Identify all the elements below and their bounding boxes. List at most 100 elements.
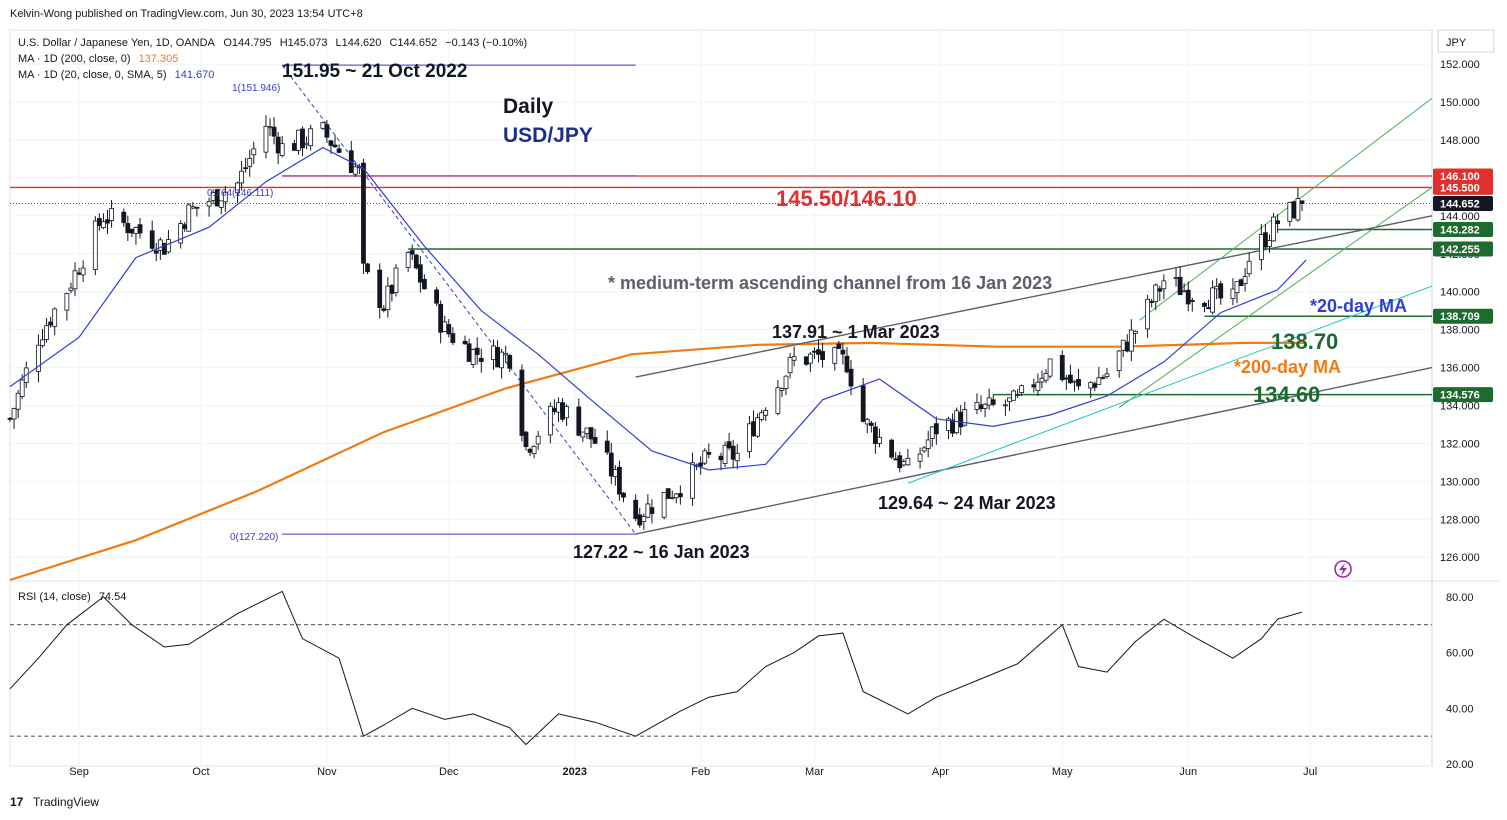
candle — [1185, 281, 1191, 312]
candle-body — [868, 422, 874, 426]
candle — [641, 513, 647, 530]
candle — [803, 356, 809, 366]
candle — [1295, 187, 1301, 222]
symbol-name: U.S. Dollar / Japanese Yen, 1D, OANDA — [18, 37, 216, 49]
candle — [669, 490, 675, 500]
chart-title-symbol: USD/JPY — [503, 124, 593, 147]
candle — [308, 124, 314, 151]
candle-body — [1202, 303, 1207, 307]
candle-body — [747, 423, 752, 452]
channel-lower-line — [635, 366, 1433, 535]
candle-body — [409, 250, 415, 255]
candle-body — [320, 122, 326, 129]
candle-body — [531, 445, 537, 455]
candle-body — [1230, 288, 1236, 299]
candle-body — [300, 128, 305, 149]
candle — [747, 415, 752, 459]
symbol-legend[interactable]: U.S. Dollar / Japanese Yen, 1D, OANDA O1… — [18, 37, 527, 49]
price-tick-label: 152.000 — [1440, 59, 1480, 71]
candle-body — [125, 223, 131, 234]
price-tick-label: 140.000 — [1440, 287, 1480, 299]
candle — [1035, 373, 1041, 397]
candle — [478, 348, 484, 373]
candle-body — [950, 419, 955, 434]
ma20-legend[interactable]: MA · 1D (20, close, 0, SMA, 5) 141.670 — [18, 69, 214, 81]
candle-body — [872, 426, 878, 444]
candle — [1015, 389, 1020, 398]
candle-body — [206, 201, 212, 207]
candle — [519, 364, 525, 442]
candle-body — [129, 228, 135, 234]
candle-body — [1011, 390, 1016, 401]
candle-body — [92, 220, 98, 270]
candle-body — [121, 211, 127, 224]
candle-body — [1015, 394, 1020, 396]
candle-body — [52, 308, 58, 327]
candle — [730, 439, 736, 469]
alert-lightning-icon[interactable] — [1334, 560, 1352, 578]
candle — [64, 292, 70, 321]
candle-body — [304, 142, 309, 146]
candle — [291, 139, 297, 151]
drawings-layer — [10, 64, 1433, 535]
candle-body — [1068, 374, 1073, 384]
candle — [677, 485, 683, 505]
candle-body — [178, 223, 184, 244]
candle — [560, 397, 565, 422]
candle — [1291, 200, 1297, 219]
candle — [1059, 350, 1065, 382]
support-price-label-bg — [1433, 308, 1493, 324]
rsi-tick-label: 20.00 — [1446, 759, 1474, 771]
candle-body — [15, 392, 21, 410]
candle — [182, 222, 188, 232]
candle-body — [933, 423, 939, 435]
currency-box[interactable] — [1437, 29, 1495, 53]
candle — [92, 216, 98, 276]
candle — [332, 134, 338, 148]
candle — [1063, 374, 1069, 391]
candle — [105, 209, 110, 235]
candle-body — [133, 227, 139, 234]
candle-body — [352, 166, 358, 175]
candle — [1088, 381, 1094, 398]
price-tick-label: 144.000 — [1440, 211, 1480, 223]
tradingview-logo[interactable]: 17 TradingView — [10, 795, 99, 809]
candle — [893, 452, 899, 461]
price-tick-label: 128.000 — [1440, 514, 1480, 526]
candle-body — [1031, 384, 1037, 388]
candle-body — [503, 353, 509, 356]
candle-body — [1149, 300, 1155, 303]
candle-body — [1124, 341, 1130, 352]
ma200-legend[interactable]: MA · 1D (200, close, 0) 137.305 — [18, 53, 178, 65]
candle — [218, 200, 224, 215]
candle-body — [1128, 329, 1134, 352]
candle-body — [1206, 307, 1211, 310]
candle — [109, 200, 114, 228]
candle — [352, 162, 358, 177]
candle — [271, 117, 277, 145]
candle-body — [921, 447, 927, 452]
candle — [608, 442, 614, 484]
time-tick-label: Dec — [439, 766, 459, 778]
candle-body — [722, 444, 728, 464]
candle — [235, 181, 240, 204]
candle — [153, 242, 159, 262]
candle-body — [564, 406, 570, 419]
candle — [889, 438, 895, 460]
rsi-legend[interactable]: RSI (14, close) 74.54 — [18, 591, 126, 603]
candle-body — [962, 409, 968, 426]
candle-body — [194, 206, 200, 209]
candle-body — [434, 289, 440, 304]
candle — [1124, 334, 1130, 353]
candle-body — [324, 124, 330, 138]
rsi-tick-label: 60.00 — [1446, 648, 1474, 660]
candle-body — [812, 350, 817, 353]
candle-body — [807, 353, 813, 364]
candle-body — [730, 445, 736, 460]
time-tick-label: Mar — [805, 766, 824, 778]
candle — [121, 208, 127, 227]
candle — [300, 126, 305, 157]
candle-body — [929, 426, 935, 439]
last-price-label-bg — [1433, 195, 1493, 211]
candle — [1047, 358, 1053, 379]
